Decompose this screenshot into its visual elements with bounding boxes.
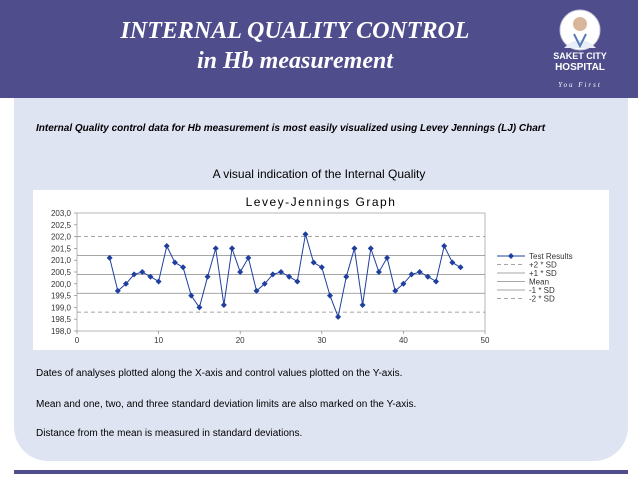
legend-label-mean: Mean <box>529 278 549 287</box>
data-point-marker <box>139 269 146 275</box>
data-point-marker <box>163 243 170 250</box>
series-line-test-results <box>109 234 461 319</box>
x-tick-label: 20 <box>236 336 245 345</box>
data-point-marker <box>457 264 464 271</box>
data-point-marker <box>147 273 154 280</box>
data-point-marker <box>367 245 374 252</box>
hospital-tagline: You First <box>558 81 602 89</box>
data-point-marker <box>424 273 431 280</box>
data-point-marker <box>253 287 260 294</box>
data-point-marker <box>196 304 203 311</box>
legend-label--1-sd: -1 * SD <box>529 286 555 295</box>
footer-rule <box>14 470 628 474</box>
data-point-marker <box>114 287 121 294</box>
data-point-marker <box>294 278 301 285</box>
hospital-logo: SAKET CITY HOSPITAL You First <box>528 8 632 96</box>
data-point-marker <box>351 245 358 252</box>
data-point-marker <box>131 271 138 278</box>
data-point-marker <box>278 269 284 275</box>
data-point-marker <box>155 278 162 285</box>
legend-label--1-sd: +1 * SD <box>529 269 557 278</box>
legend-marker-test-results <box>508 253 514 259</box>
y-tick-label: 201,5 <box>51 244 72 253</box>
chart-caption: A visual indication of the Internal Qual… <box>212 167 426 181</box>
data-point-marker <box>375 269 382 275</box>
legend-label--2-sd: +2 * SD <box>529 261 557 270</box>
note-axes: Dates of analyses plotted along the X-ax… <box>36 368 403 379</box>
data-point-marker <box>237 269 244 275</box>
title-line-1: INTERNAL QUALITY CONTROL <box>120 18 470 44</box>
x-tick-label: 50 <box>481 336 490 345</box>
y-tick-label: 201,0 <box>51 256 72 265</box>
data-point-marker <box>318 264 325 271</box>
y-tick-label: 198,0 <box>51 327 72 336</box>
lj-chart-container: Levey-Jennings Graph 198,0 198,5 199,0 199,5… <box>33 190 609 350</box>
note-sd-limits: Mean and one, two, and three standard de… <box>36 399 417 410</box>
x-tick-label: 0 <box>75 336 80 345</box>
header-band: INTERNAL QUALITY CONTROL in Hb measureme… <box>0 0 638 98</box>
data-point-marker <box>261 280 268 287</box>
data-point-marker <box>449 259 456 266</box>
y-tick-label: 199,0 <box>51 303 72 312</box>
data-point-marker <box>326 292 333 299</box>
data-point-marker <box>220 302 227 309</box>
y-tick-label: 199,5 <box>51 292 72 301</box>
data-point-marker <box>416 269 423 275</box>
hospital-name-line-2: HOSPITAL <box>555 62 605 73</box>
data-point-marker <box>302 231 309 238</box>
y-tick-label: 200,0 <box>51 280 72 289</box>
data-point-marker <box>441 243 448 250</box>
hospital-name-line-1: SAKET CITY <box>553 51 607 61</box>
levey-jennings-chart: Levey-Jennings Graph 198,0 198,5 199,0 199,5… <box>51 195 573 345</box>
data-point-marker <box>229 245 236 252</box>
y-tick-label: 202,5 <box>51 221 72 230</box>
x-tick-label: 40 <box>399 336 408 345</box>
data-point-marker <box>245 254 252 261</box>
data-point-marker <box>310 259 317 266</box>
data-point-marker <box>180 264 187 271</box>
data-point-marker <box>359 302 366 309</box>
y-tick-label: 203,0 <box>51 209 72 218</box>
data-point-marker <box>400 280 407 287</box>
data-point-marker <box>188 292 195 299</box>
data-point-marker <box>433 278 440 285</box>
intro-text: Internal Quality control data for Hb mea… <box>36 123 546 134</box>
note-distance: Distance from the mean is measured in st… <box>36 428 303 439</box>
data-point-marker <box>171 259 178 266</box>
x-tick-label: 10 <box>154 336 163 345</box>
doctor-portrait-icon <box>559 9 601 51</box>
data-point-marker <box>384 254 391 261</box>
legend-label--2-sd: -2 * SD <box>529 295 555 304</box>
data-point-marker <box>343 273 350 280</box>
x-tick-label: 30 <box>317 336 326 345</box>
y-tick-label: 200,5 <box>51 268 72 277</box>
data-point-marker <box>335 313 342 320</box>
data-point-marker <box>392 287 399 294</box>
y-tick-label: 202,0 <box>51 233 72 242</box>
data-point-marker <box>106 254 113 261</box>
data-point-marker <box>212 245 219 252</box>
y-tick-label: 198,5 <box>51 315 72 324</box>
legend-label-test-results: Test Results <box>529 252 573 261</box>
data-point-marker <box>122 280 129 287</box>
chart-title: Levey-Jennings Graph <box>246 195 397 209</box>
title-line-2: in Hb measurement <box>196 48 394 74</box>
hospital-name: SAKET CITY HOSPITAL <box>528 51 632 73</box>
slide-title: INTERNAL QUALITY CONTROL in Hb measureme… <box>60 16 530 76</box>
data-point-marker <box>408 271 415 278</box>
data-point-marker <box>269 271 276 278</box>
data-point-marker <box>204 273 211 280</box>
data-point-marker <box>286 273 293 280</box>
